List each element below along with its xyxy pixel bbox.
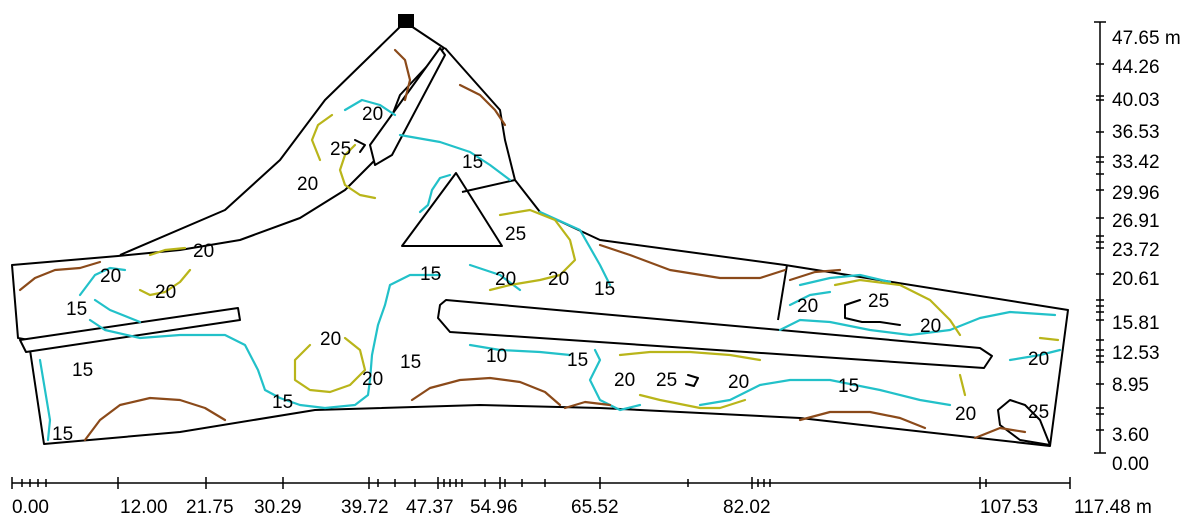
contour-label: 20 bbox=[920, 316, 941, 337]
contour-15-f bbox=[38, 358, 52, 442]
contour-label: 20 bbox=[548, 269, 569, 290]
contour-25-b bbox=[844, 299, 901, 326]
contour-label: 15 bbox=[272, 392, 293, 413]
contour-15-h bbox=[468, 343, 572, 357]
x-axis: 0.00 12.00 21.75 30.29 39.72 47.37 54.96… bbox=[11, 477, 1152, 518]
y-tick-label: 33.42 bbox=[1112, 152, 1160, 173]
contour-15-j bbox=[798, 273, 892, 287]
contour-label: 20 bbox=[495, 269, 516, 290]
contour-15-g bbox=[588, 348, 952, 412]
right-pocket bbox=[997, 399, 1051, 446]
contour-label: 15 bbox=[838, 376, 859, 397]
triangle-island bbox=[401, 172, 503, 247]
contour-15-e bbox=[78, 266, 142, 324]
divider-line-top bbox=[461, 179, 516, 193]
contour-15-i bbox=[778, 290, 1062, 362]
contour-label: 20 bbox=[728, 372, 749, 393]
y-tick-label: 8.95 bbox=[1112, 375, 1149, 396]
contour-25-a bbox=[354, 139, 366, 153]
contour-label: 25 bbox=[868, 291, 889, 312]
x-tick-label: 0.00 bbox=[12, 497, 49, 518]
contour-label: 10 bbox=[486, 346, 507, 367]
x-tick-label: 54.96 bbox=[470, 497, 518, 518]
contour-labels: 20 25 20 15 25 20 20 20 15 15 20 20 15 1… bbox=[52, 104, 1049, 445]
site-boundary bbox=[11, 21, 1069, 447]
y-tick-label: 12.53 bbox=[1112, 343, 1160, 364]
contour-10-a bbox=[393, 48, 412, 102]
y-tick-label: 44.26 bbox=[1112, 57, 1160, 78]
contour-label: 20 bbox=[797, 296, 818, 317]
contour-label: 15 bbox=[400, 352, 421, 373]
contour-label: 20 bbox=[1028, 349, 1049, 370]
contour-10-e bbox=[410, 376, 562, 407]
y-tick-label: 23.72 bbox=[1112, 240, 1160, 261]
contour-label: 15 bbox=[594, 279, 615, 300]
contour-label: 20 bbox=[297, 174, 318, 195]
x-tick-label: 82.02 bbox=[723, 497, 771, 518]
contour-label: 25 bbox=[656, 370, 677, 391]
contour-10-c bbox=[18, 260, 102, 292]
y-tick-label: 36.53 bbox=[1112, 122, 1160, 143]
contour-label: 15 bbox=[462, 152, 483, 173]
contour-15-a bbox=[343, 98, 512, 182]
contour-label: 15 bbox=[52, 424, 73, 445]
x-axis-ticks bbox=[11, 477, 1071, 489]
y-tick-label: 15.81 bbox=[1112, 313, 1160, 334]
source-marker bbox=[398, 14, 414, 28]
contour-label: 20 bbox=[193, 241, 214, 262]
contour-label: 20 bbox=[955, 404, 976, 425]
contour-label: 15 bbox=[567, 350, 588, 371]
upper-arm-boundary bbox=[119, 21, 406, 256]
contour-label: 20 bbox=[362, 104, 383, 125]
contour-label: 25 bbox=[1028, 402, 1049, 423]
contour-20-d bbox=[293, 336, 367, 394]
x-tick-label: 47.37 bbox=[406, 497, 454, 518]
left-slot-island bbox=[19, 307, 241, 353]
y-tick-label: 47.65 m bbox=[1112, 28, 1181, 49]
contour-20-e bbox=[618, 350, 762, 410]
contour-15-b bbox=[418, 173, 452, 214]
contour-label: 20 bbox=[362, 369, 383, 390]
x-tick-label: 12.00 bbox=[120, 497, 168, 518]
y-tick-label: 26.91 bbox=[1112, 211, 1160, 232]
contour-label: 20 bbox=[320, 329, 341, 350]
y-tick-label: 40.03 bbox=[1112, 90, 1160, 111]
y-tick-label: 29.96 bbox=[1112, 183, 1160, 204]
y-tick-label: 20.61 bbox=[1112, 269, 1160, 290]
contour-label: 15 bbox=[72, 360, 93, 381]
y-axis-ticks bbox=[1094, 21, 1106, 454]
x-tick-label: 107.53 bbox=[980, 497, 1038, 518]
y-axis: 47.65 m 44.26 40.03 36.53 33.42 29.96 26… bbox=[1094, 21, 1181, 475]
contour-10-f bbox=[598, 243, 787, 280]
x-tick-label: 39.72 bbox=[341, 497, 389, 518]
x-tick-label: 117.48 m bbox=[1074, 497, 1152, 518]
contour-10-g bbox=[563, 400, 1027, 440]
contour-10-h bbox=[788, 268, 842, 282]
contour-10-b bbox=[458, 83, 507, 127]
upper-slot-island bbox=[369, 47, 446, 166]
divider-line-right bbox=[777, 264, 788, 321]
contour-10-d bbox=[83, 396, 227, 442]
x-tick-label: 65.52 bbox=[571, 497, 619, 518]
contour-label: 25 bbox=[330, 139, 351, 160]
contour-label: 20 bbox=[614, 370, 635, 391]
y-tick-label: 0.00 bbox=[1112, 454, 1149, 475]
long-island bbox=[437, 299, 993, 369]
x-tick-label: 30.29 bbox=[254, 497, 302, 518]
x-tick-label: 21.75 bbox=[186, 497, 234, 518]
contour-25-c bbox=[685, 374, 699, 387]
contour-20-b bbox=[138, 246, 192, 297]
contour-20-a bbox=[310, 113, 377, 200]
contour-label: 15 bbox=[420, 264, 441, 285]
contour-20-f bbox=[833, 278, 1060, 397]
contour-label: 15 bbox=[66, 299, 87, 320]
contour-label: 25 bbox=[505, 224, 526, 245]
contour-15-c bbox=[538, 210, 612, 287]
contour-label: 20 bbox=[155, 282, 176, 303]
contour-20-c bbox=[488, 208, 577, 292]
y-tick-label: 3.60 bbox=[1112, 425, 1149, 446]
contour-label: 20 bbox=[100, 266, 121, 287]
